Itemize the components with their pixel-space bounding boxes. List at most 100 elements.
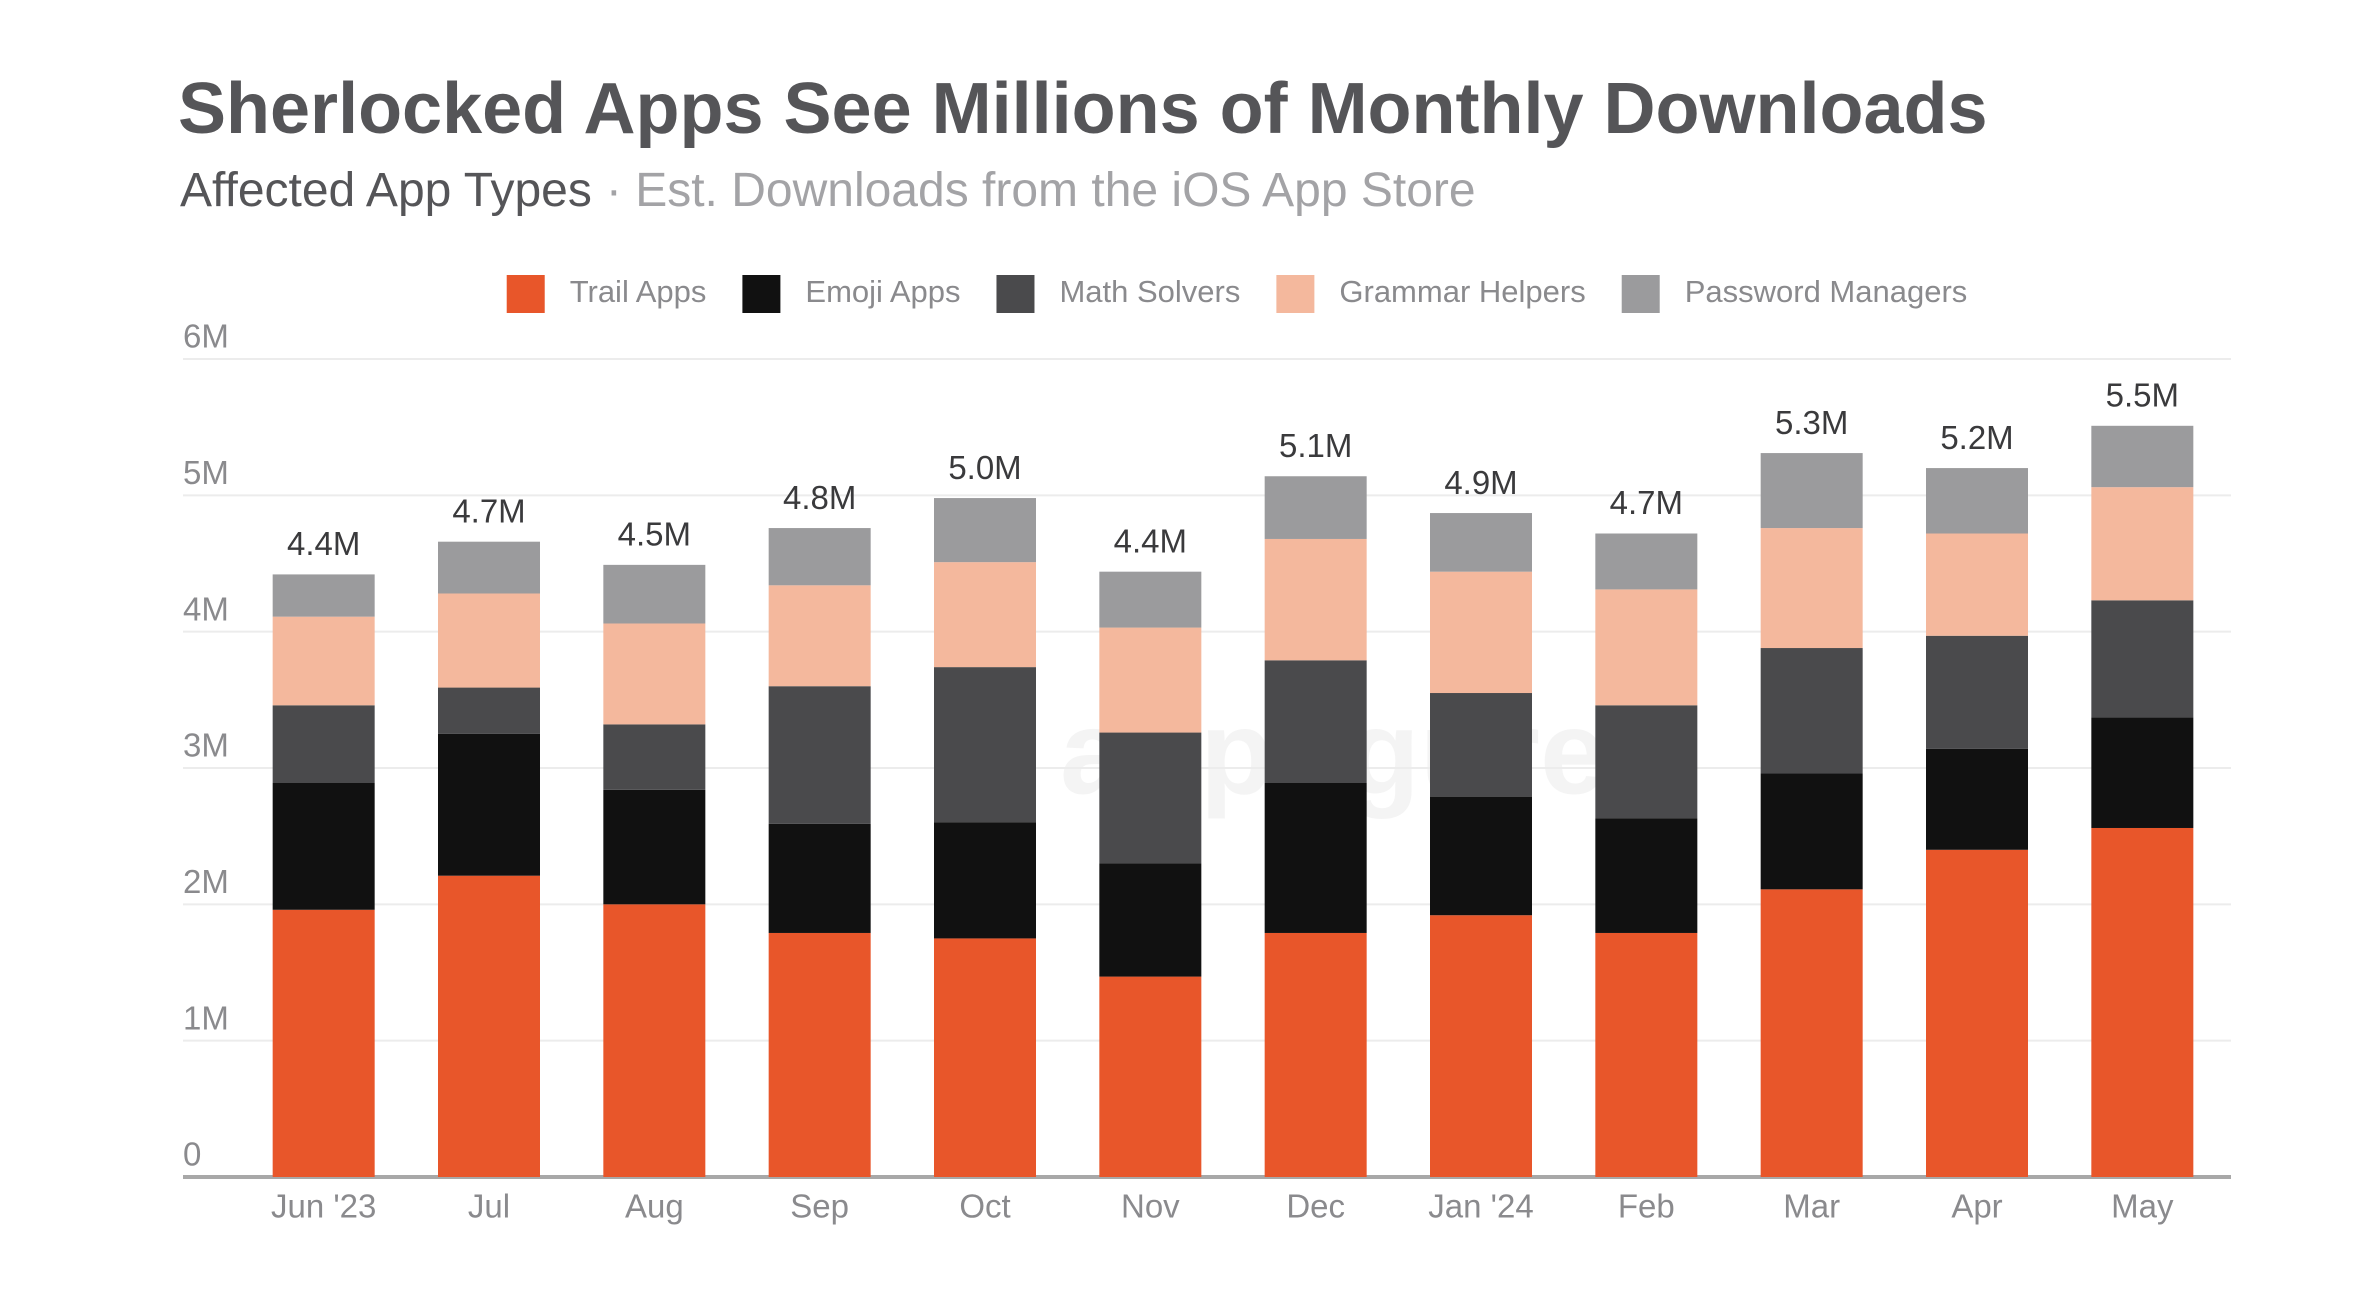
bar-segment [1264,660,1367,783]
subtitle-detail: · Est. Downloads from the iOS App Store [606,164,1476,217]
bar-segment [1264,538,1367,661]
bar-segment [603,724,706,790]
bar-segment [1760,648,1863,774]
x-tick-label: Sep [790,1188,849,1225]
bar-segment [272,782,375,910]
bar-segment [438,687,540,734]
total-label: 5.0M [948,449,1021,486]
total-label: 5.1M [1279,427,1352,464]
bar-segment [2091,487,2194,601]
total-label: 5.3M [1775,404,1848,441]
bar-segment [1926,748,2028,850]
y-tick-label: 3M [183,727,229,764]
bar-segment [768,823,871,933]
total-label: 4.5M [618,516,691,553]
bar-segment [934,562,1036,668]
bar-segment [934,498,1036,563]
bar-segment [1099,976,1202,1177]
bar-segment [1595,932,1698,1177]
bar-segment [1760,773,1863,890]
y-tick-label: 4M [183,590,229,627]
bar-segment [1595,589,1698,706]
legend-swatch [996,275,1035,313]
y-tick-label: 5M [183,454,229,491]
x-tick-label: Jun '23 [271,1188,376,1225]
x-tick-label: Aug [625,1188,684,1225]
legend-label: Password Managers [1685,274,1968,309]
legend-label: Emoji Apps [805,274,960,309]
total-label: 5.2M [1940,419,2013,456]
bar-segment [1099,863,1202,977]
bar-segment [768,686,871,824]
y-tick-label: 2M [183,863,229,900]
bar-segment [603,564,706,624]
x-tick-label: Nov [1121,1188,1180,1225]
bar-segment [934,822,1036,939]
legend-label: Grammar Helpers [1339,274,1585,309]
bar-segment [1099,732,1202,864]
x-tick-label: Jul [468,1188,510,1225]
chart-title: Sherlocked Apps See Millions of Monthly … [178,69,1988,149]
legend-swatch [1621,275,1660,313]
legend: Trail Apps Emoji Apps Math Solvers Grammar … [506,274,1968,313]
bar-segment [1926,849,2028,1177]
bar-segment [1430,796,1532,916]
x-tick-label: Feb [1618,1188,1675,1225]
bar-segment [603,623,706,725]
bar-segment [1430,693,1532,797]
bar-segment [768,528,871,586]
bar-segment [438,875,540,1177]
bar-segment [2091,425,2194,488]
bar-segment [1264,932,1367,1177]
bar-segment [1595,533,1698,590]
bar-segment [934,938,1036,1177]
x-tick-label: Apr [1951,1188,2002,1225]
bar-segment [1430,915,1532,1177]
y-tick-label: 6M [183,318,229,355]
bar-segment [1760,889,1863,1177]
total-label: 4.7M [1610,484,1683,521]
bar-segment [768,585,871,687]
bar-segment [2091,600,2194,718]
total-label: 4.4M [287,525,360,562]
bar-segment [1760,528,1863,649]
bar-segment [2091,717,2194,828]
bar-segment [1099,571,1202,628]
legend-swatch [506,275,545,313]
bar-segment [272,574,375,617]
bar-segment [1430,513,1532,572]
legend-swatch [1276,275,1315,313]
subtitle-main: Affected App Types [180,164,592,217]
bar-segment [603,904,706,1177]
bar-segment [934,667,1036,823]
bar-segment [1760,453,1863,529]
total-label: 4.8M [783,479,856,516]
x-tick-label: Mar [1783,1188,1840,1225]
bar-segment [272,616,375,706]
total-label: 4.9M [1444,464,1517,501]
total-label: 4.7M [452,492,525,529]
bar-segment [1926,468,2028,534]
bar-segment [1926,533,2028,636]
bar-segment [1430,571,1532,694]
chart-subtitle: Affected App Types · Est. Downloads from … [180,164,1476,217]
total-label: 4.4M [1114,522,1187,559]
x-tick-label: May [2111,1188,2174,1225]
y-tick-label: 0 [183,1136,201,1173]
bar-segment [438,541,540,594]
bar-segment [438,733,540,876]
x-tick-label: Dec [1286,1188,1345,1225]
y-tick-label: 1M [183,999,229,1036]
bar-segment [1264,476,1367,539]
x-tick-label: Jan '24 [1428,1188,1533,1225]
bar-segment [1099,627,1202,733]
bar-segment [272,705,375,783]
legend-label: Trail Apps [570,274,707,309]
bar-segment [603,789,706,905]
bar-segment [1595,818,1698,933]
bar-segment [768,932,871,1177]
legend-swatch [742,275,781,313]
x-tick-label: Oct [959,1188,1010,1225]
bar-segment [2091,827,2194,1177]
